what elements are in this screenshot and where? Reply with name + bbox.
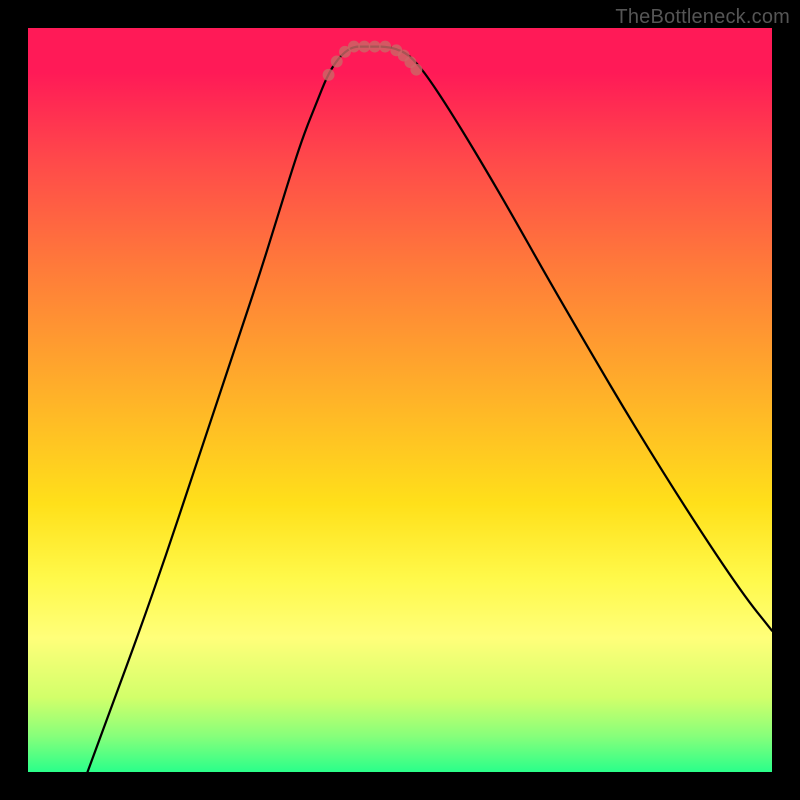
chart-svg xyxy=(28,28,772,772)
bottom-mark xyxy=(348,41,360,53)
v-curve-line xyxy=(88,47,772,772)
bottom-mark xyxy=(379,41,391,53)
watermark-text: TheBottleneck.com xyxy=(615,6,790,29)
bottom-mark xyxy=(369,41,381,53)
bottom-mark xyxy=(410,64,422,76)
bottom-mark xyxy=(323,69,335,81)
bottom-mark xyxy=(331,56,343,68)
bottom-marks-group xyxy=(323,41,423,81)
plot-area xyxy=(28,28,772,772)
bottom-mark xyxy=(358,41,370,53)
chart-container: TheBottleneck.com xyxy=(0,0,800,800)
